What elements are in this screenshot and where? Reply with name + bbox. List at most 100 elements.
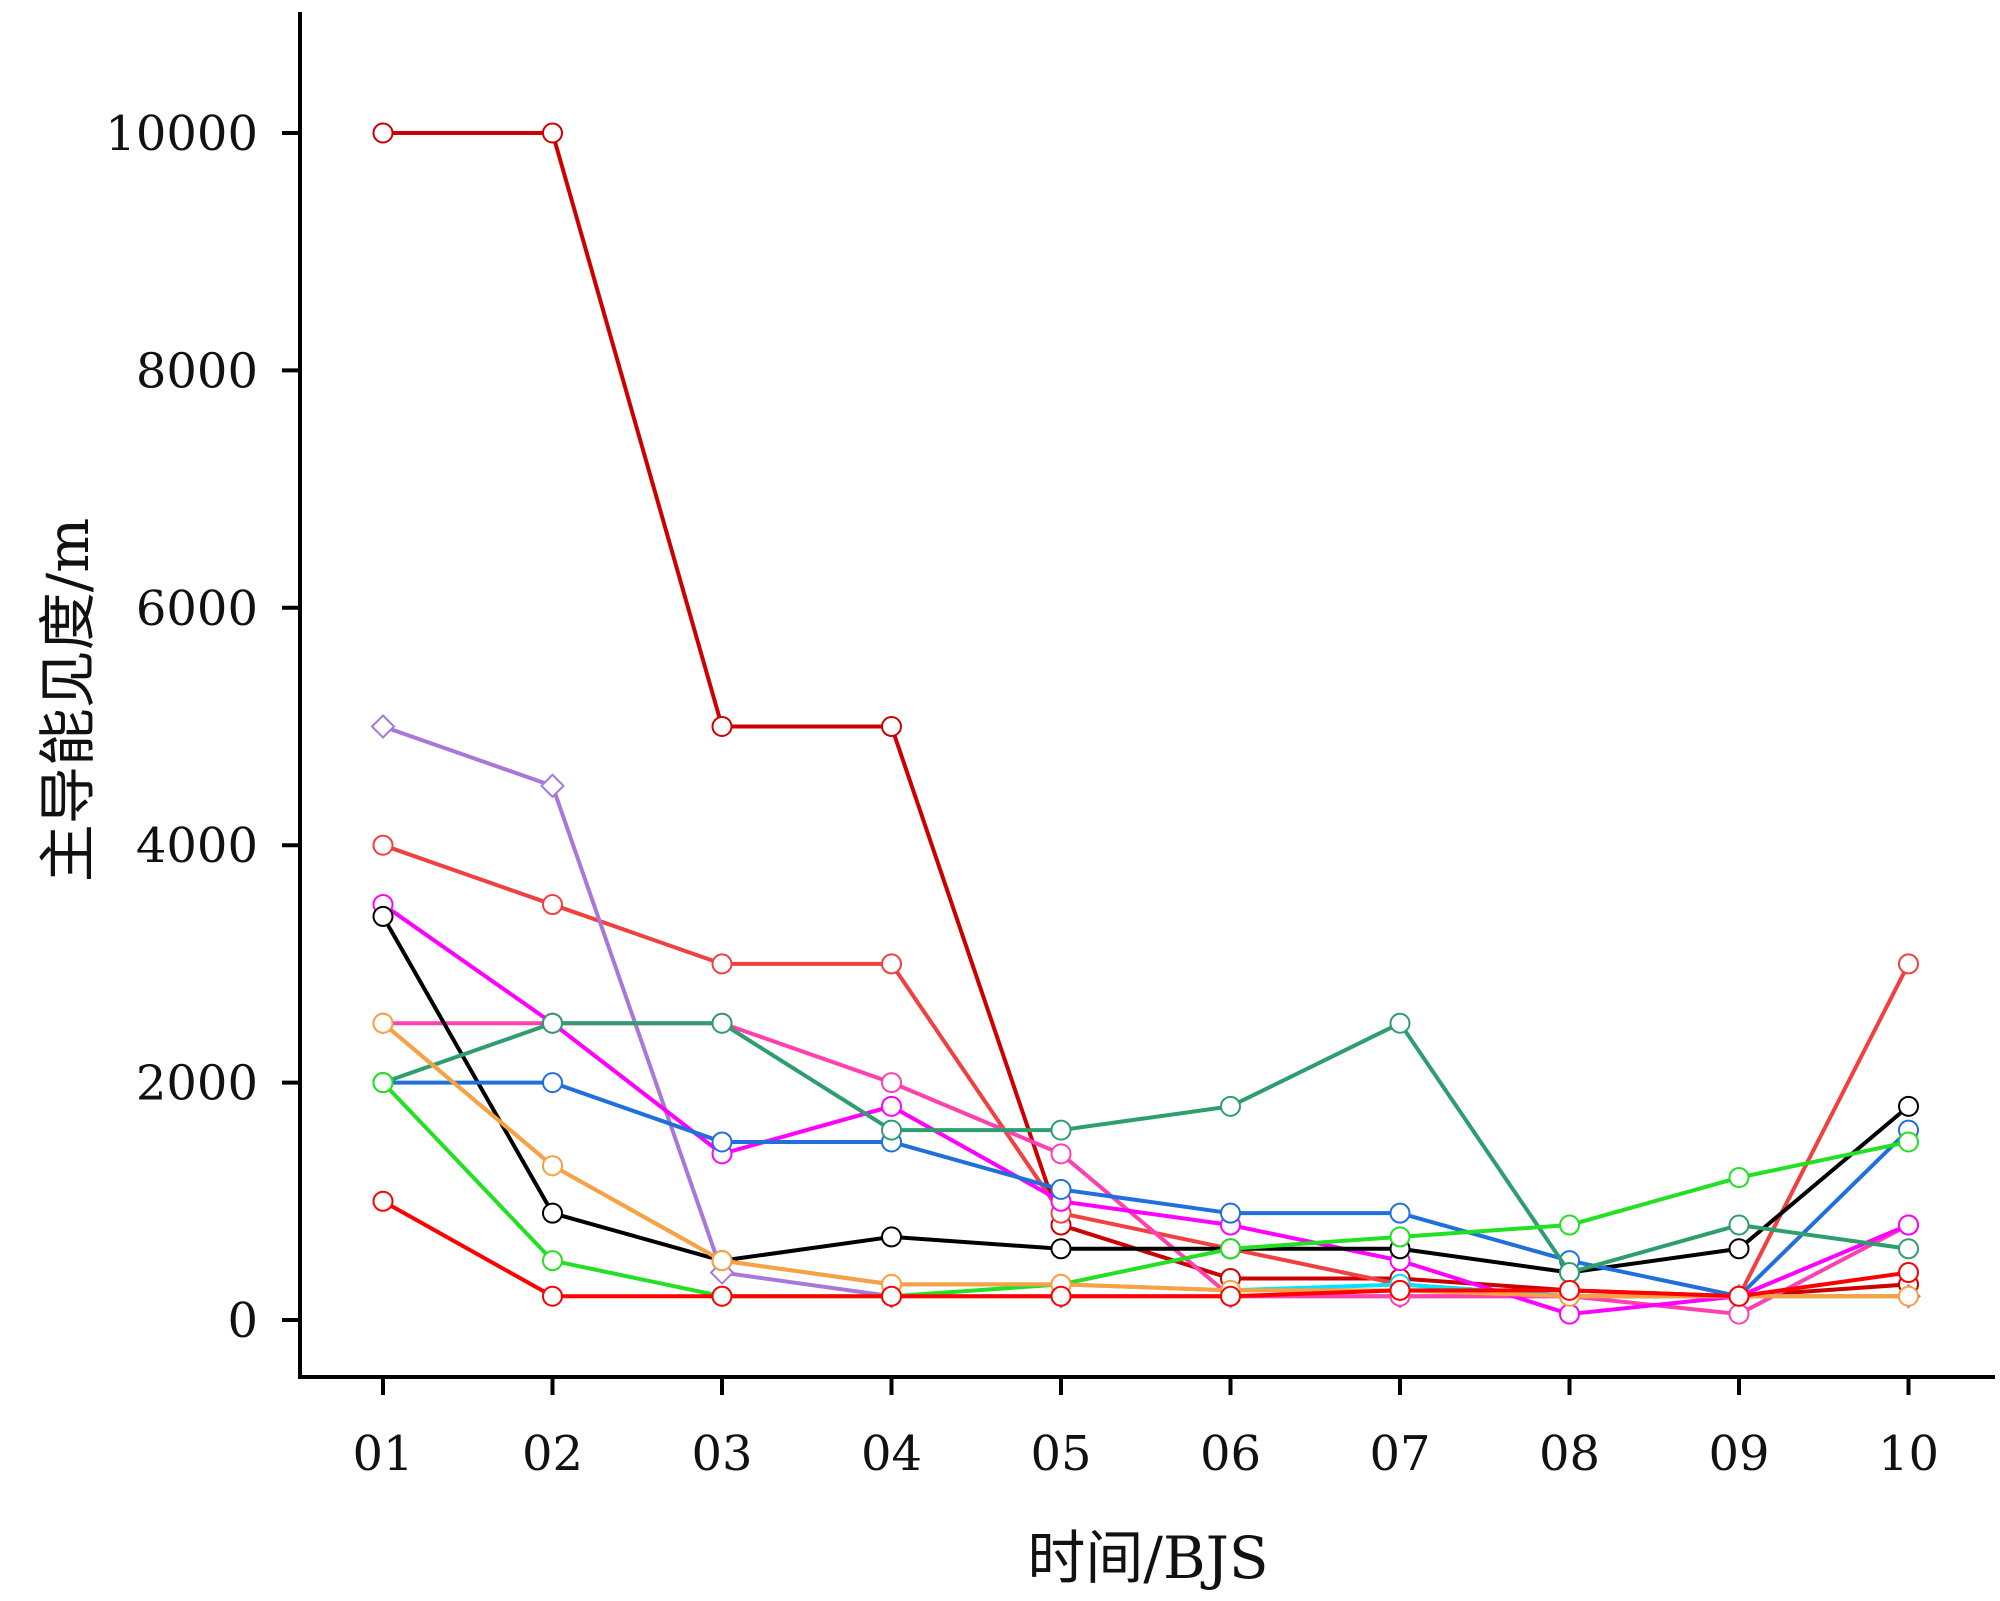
series-line bbox=[381, 131, 1911, 1299]
data-point bbox=[1389, 1279, 1411, 1301]
series-5 bbox=[372, 894, 1919, 1325]
data-point bbox=[881, 953, 902, 975]
data-point bbox=[542, 1072, 563, 1094]
series-line bbox=[381, 1021, 1911, 1275]
data-point bbox=[1898, 1214, 1919, 1236]
x-tick-label: 09 bbox=[1708, 1426, 1769, 1482]
data-point bbox=[1559, 1262, 1580, 1284]
data-point bbox=[711, 1012, 733, 1034]
x-tick-label: 02 bbox=[522, 1426, 583, 1482]
data-point bbox=[542, 1285, 563, 1307]
data-point bbox=[1220, 1095, 1241, 1117]
data-point bbox=[542, 894, 563, 916]
series-3 bbox=[370, 714, 1921, 1309]
series-1 bbox=[372, 122, 1919, 1307]
series-12 bbox=[372, 1190, 1919, 1307]
data-point bbox=[1728, 1214, 1750, 1236]
series-line bbox=[381, 1080, 1911, 1299]
series-11 bbox=[372, 1012, 1919, 1307]
data-point bbox=[881, 1072, 902, 1094]
x-tick-label: 06 bbox=[1200, 1426, 1261, 1482]
y-tick-label: 0 bbox=[227, 1293, 258, 1349]
y-tick-label: 6000 bbox=[136, 581, 258, 637]
data-point bbox=[372, 1190, 394, 1212]
data-point bbox=[1389, 1012, 1411, 1034]
data-point bbox=[1728, 1285, 1750, 1307]
series-line bbox=[381, 914, 1911, 1275]
data-point bbox=[1898, 1285, 1919, 1307]
x-axis-title: 时间/BJS bbox=[1027, 1524, 1268, 1592]
data-point bbox=[881, 1119, 902, 1141]
series-line bbox=[381, 902, 1911, 1317]
y-tick-label: 10000 bbox=[105, 106, 258, 162]
series-group bbox=[370, 122, 1921, 1325]
data-point bbox=[881, 716, 902, 737]
data-point bbox=[1220, 1285, 1241, 1307]
data-point bbox=[542, 1250, 563, 1272]
data-point bbox=[711, 716, 733, 737]
x-axis-ticks: 01 02 03 04 05 06 07 08 09 10 bbox=[352, 1377, 1939, 1482]
data-point bbox=[1898, 1131, 1919, 1153]
data-point bbox=[881, 1285, 902, 1307]
x-tick-label: 07 bbox=[1369, 1426, 1430, 1482]
data-point bbox=[711, 953, 733, 975]
y-tick-label: 8000 bbox=[136, 343, 258, 399]
y-axis-title: 主导能见度/m bbox=[34, 518, 102, 883]
series-line bbox=[381, 1080, 1911, 1299]
data-point bbox=[1728, 1238, 1750, 1260]
x-tick-label: 04 bbox=[861, 1426, 922, 1482]
y-axis-ticks: 0 2000 4000 6000 8000 10000 bbox=[105, 106, 300, 1349]
data-point bbox=[1898, 953, 1919, 975]
x-tick-label: 10 bbox=[1878, 1426, 1939, 1482]
data-point bbox=[1389, 1202, 1411, 1224]
y-tick-label: 2000 bbox=[136, 1056, 258, 1112]
data-point bbox=[1220, 1202, 1241, 1224]
data-point bbox=[1728, 1303, 1750, 1325]
data-point bbox=[372, 905, 394, 927]
series-8 bbox=[372, 1012, 1919, 1284]
data-point bbox=[1559, 1214, 1580, 1236]
data-point bbox=[372, 122, 394, 144]
data-point bbox=[372, 1072, 394, 1094]
data-point bbox=[1898, 1095, 1919, 1117]
data-point bbox=[1389, 1226, 1411, 1248]
data-point bbox=[542, 1155, 563, 1177]
data-point bbox=[372, 834, 394, 856]
x-tick-label: 08 bbox=[1539, 1426, 1600, 1482]
series-line bbox=[381, 1021, 1911, 1299]
data-point bbox=[1898, 1262, 1919, 1284]
data-point bbox=[1050, 1143, 1072, 1165]
data-point bbox=[1728, 1167, 1750, 1189]
series-line bbox=[381, 1199, 1911, 1299]
data-point bbox=[1559, 1279, 1580, 1301]
data-point bbox=[1050, 1178, 1072, 1200]
y-tick-label: 4000 bbox=[136, 818, 258, 874]
data-point bbox=[542, 1202, 563, 1224]
data-point bbox=[711, 1250, 733, 1272]
x-tick-label: 03 bbox=[691, 1426, 752, 1482]
data-point bbox=[372, 1012, 394, 1034]
data-point bbox=[1050, 1238, 1072, 1260]
data-point bbox=[1559, 1303, 1580, 1325]
data-point bbox=[540, 773, 565, 799]
series-10 bbox=[372, 1012, 1919, 1307]
data-point bbox=[1220, 1238, 1241, 1260]
series-9 bbox=[372, 1072, 1919, 1307]
data-point bbox=[370, 714, 396, 739]
data-point bbox=[711, 1131, 733, 1153]
x-tick-label: 05 bbox=[1030, 1426, 1091, 1482]
series-line bbox=[381, 724, 1911, 1299]
data-point bbox=[542, 122, 563, 144]
data-point bbox=[711, 1285, 733, 1307]
data-point bbox=[1050, 1285, 1072, 1307]
data-point bbox=[881, 1095, 902, 1117]
x-tick-label: 01 bbox=[352, 1426, 413, 1482]
data-point bbox=[1898, 1238, 1919, 1260]
data-point bbox=[542, 1012, 563, 1034]
series-4 bbox=[372, 1012, 1919, 1325]
data-point bbox=[1050, 1119, 1072, 1141]
data-point bbox=[881, 1226, 902, 1248]
series-2 bbox=[372, 834, 1919, 1307]
